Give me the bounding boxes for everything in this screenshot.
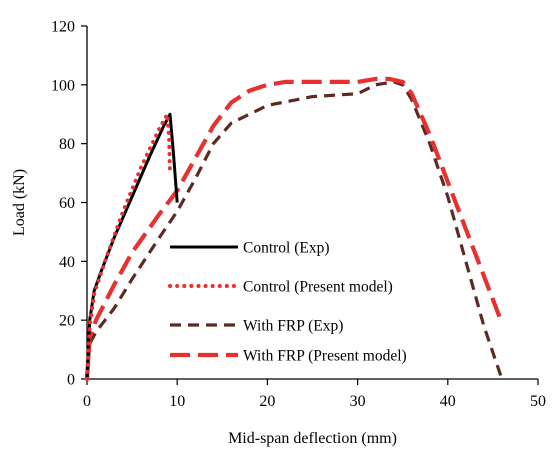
x-tick-label: 20 [259,393,275,410]
y-tick-label: 80 [59,136,75,153]
legend-label-2: Control (Present model) [243,279,393,296]
y-tick-label: 20 [59,313,75,330]
legend-label-1: Control (Exp) [243,240,330,257]
y-tick-label: 40 [59,254,75,271]
x-tick-label: 0 [83,393,91,410]
y-tick-label: 120 [51,19,75,36]
series-line-3 [85,80,504,380]
legend: Control (Exp) Control (Present model) With… [168,240,407,365]
x-axis-title: Mid-span deflection (mm) [228,430,397,447]
series-line-4 [84,76,504,380]
legend-label-3: With FRP (Exp) [243,318,343,335]
axes: 0 20 40 60 80 100 120 0 10 20 30 40 50 [51,19,546,411]
y-axis-title: Load (kN) [11,169,28,236]
series-layer [84,76,504,381]
y-tick-label: 60 [59,195,75,212]
x-tick-label: 40 [440,393,456,410]
y-tick-label: 0 [67,372,75,389]
y-tick-label: 100 [51,77,75,94]
x-tick-label: 50 [530,393,546,410]
x-tick-label: 10 [169,393,185,410]
legend-label-4: With FRP (Present model) [243,348,407,365]
x-tick-label: 30 [350,393,366,410]
series-line-2 [85,112,172,381]
series-line-1 [85,112,179,380]
